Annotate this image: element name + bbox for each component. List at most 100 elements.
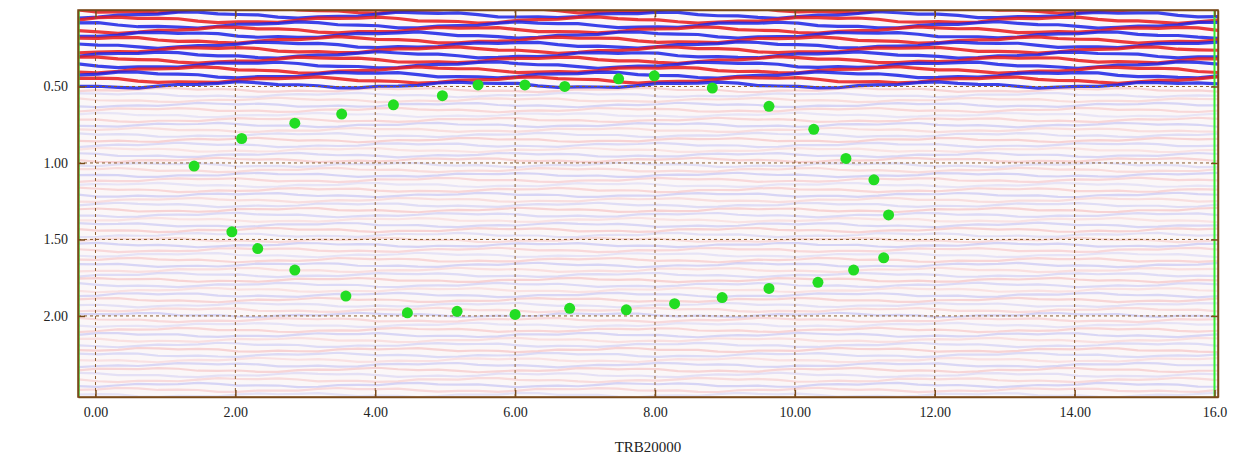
texture-stripe — [78, 328, 1218, 332]
point — [613, 73, 624, 84]
chart: 0.002.004.006.008.0010.0012.0014.0016.00… — [0, 0, 1240, 464]
tick: 2.00 — [224, 390, 249, 420]
tick-label: 1.00 — [44, 156, 69, 171]
x-axis: 0.002.004.006.008.0010.0012.0014.0016.0 — [79, 390, 1228, 420]
texture-stripe — [78, 283, 1218, 287]
tick-label: 16.0 — [1203, 405, 1228, 420]
tick-mark — [934, 390, 936, 397]
texture-stripe — [78, 243, 1218, 247]
texture-stripe — [78, 233, 1218, 237]
texture-stripe — [78, 183, 1218, 187]
point — [669, 298, 680, 309]
tick-label: 0.50 — [44, 79, 69, 94]
texture-stripe — [78, 333, 1218, 337]
tick-mark — [1211, 316, 1218, 318]
tick-label: 10.00 — [780, 405, 812, 420]
tick-label: 14.00 — [1059, 405, 1091, 420]
tick-mark — [78, 239, 85, 241]
point — [236, 133, 247, 144]
point — [883, 209, 894, 220]
texture-stripe — [78, 308, 1218, 312]
x-axis-top — [79, 10, 1219, 17]
texture-stripe — [78, 268, 1218, 272]
point — [402, 307, 413, 318]
tick-mark — [235, 390, 237, 397]
texture-stripe — [78, 318, 1218, 322]
y-axis: 0.50 1.00 1.50 2.00 — [44, 11, 86, 398]
texture-stripe — [78, 118, 1218, 122]
texture-stripe — [78, 368, 1218, 372]
tick-label: 0.00 — [84, 405, 109, 420]
texture-stripe — [78, 223, 1218, 227]
tick: 4.00 — [363, 390, 388, 420]
point — [848, 265, 859, 276]
point — [437, 90, 448, 101]
tick-label: 1.50 — [44, 232, 69, 247]
tick — [1211, 316, 1218, 317]
point — [510, 309, 521, 320]
point — [621, 304, 632, 315]
tick: 8.00 — [643, 390, 668, 420]
texture-stripe — [78, 383, 1218, 387]
tick-mark — [1074, 390, 1076, 397]
texture-stripe — [78, 103, 1218, 107]
point — [878, 252, 889, 263]
texture-stripe — [78, 133, 1218, 137]
texture-stripe — [78, 228, 1218, 232]
texture-stripe — [78, 288, 1218, 292]
axis-line — [79, 10, 1219, 12]
texture-stripe — [78, 258, 1218, 262]
tick-mark — [235, 10, 237, 17]
texture-stripe — [78, 273, 1218, 277]
tick — [375, 10, 376, 17]
tick-label: 2.00 — [44, 309, 69, 324]
texture-stripe — [78, 353, 1218, 357]
tick-label: 8.00 — [643, 405, 668, 420]
tick-label: 6.00 — [503, 405, 528, 420]
tick-mark — [78, 86, 85, 88]
texture-stripe — [78, 278, 1218, 282]
tick — [515, 10, 516, 17]
tick-label: 4.00 — [363, 405, 388, 420]
texture-stripe — [78, 93, 1218, 97]
tick-mark — [655, 10, 657, 17]
tick — [1075, 10, 1076, 17]
tick-mark — [934, 10, 936, 17]
texture-stripe — [78, 303, 1218, 307]
axis-line — [1218, 11, 1220, 398]
texture-stripe — [78, 17, 1218, 23]
point — [649, 70, 660, 81]
grid-line — [78, 86, 1218, 87]
trace-bound-line — [78, 10, 80, 397]
point — [808, 124, 819, 135]
point — [812, 277, 823, 288]
tick-mark — [515, 10, 517, 17]
texture-stripe — [78, 358, 1218, 362]
tick-mark — [795, 390, 797, 397]
tick: 2.00 — [44, 309, 86, 324]
tick-mark — [1211, 86, 1218, 88]
background — [78, 10, 1218, 397]
texture-stripe — [78, 98, 1218, 102]
texture-stripe — [78, 178, 1218, 182]
point — [564, 303, 575, 314]
texture-stripe — [78, 168, 1218, 172]
grid-line — [78, 162, 1218, 163]
tick — [95, 10, 96, 17]
point — [340, 291, 351, 302]
point — [452, 306, 463, 317]
tick: 1.50 — [44, 232, 86, 247]
texture-stripe — [78, 348, 1218, 352]
texture-stripe — [78, 203, 1218, 207]
texture-stripe — [78, 113, 1218, 117]
texture-stripe — [78, 238, 1218, 242]
texture-stripe — [78, 173, 1218, 177]
point — [707, 83, 718, 94]
point — [717, 292, 728, 303]
tick — [235, 10, 236, 17]
tick-label: 2.00 — [224, 405, 249, 420]
texture-stripe — [78, 388, 1218, 392]
tick: 0.00 — [84, 390, 109, 420]
tick-mark — [1214, 10, 1216, 17]
point — [388, 99, 399, 110]
